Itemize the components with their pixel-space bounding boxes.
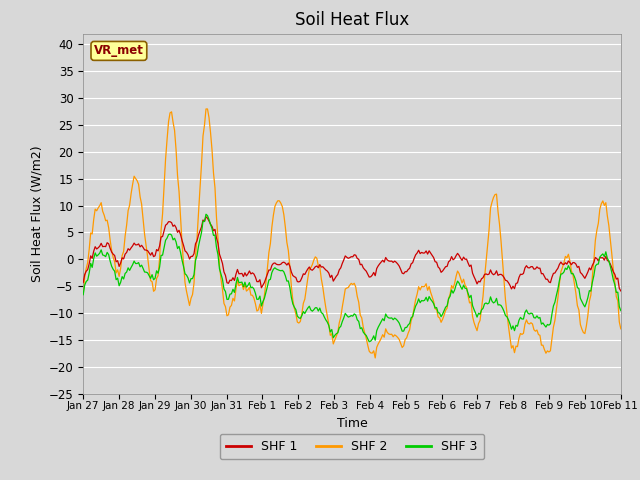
Legend: SHF 1, SHF 2, SHF 3: SHF 1, SHF 2, SHF 3: [220, 434, 484, 459]
Y-axis label: Soil Heat Flux (W/m2): Soil Heat Flux (W/m2): [30, 145, 43, 282]
Title: Soil Heat Flux: Soil Heat Flux: [295, 11, 409, 29]
X-axis label: Time: Time: [337, 417, 367, 430]
Text: VR_met: VR_met: [94, 44, 144, 58]
